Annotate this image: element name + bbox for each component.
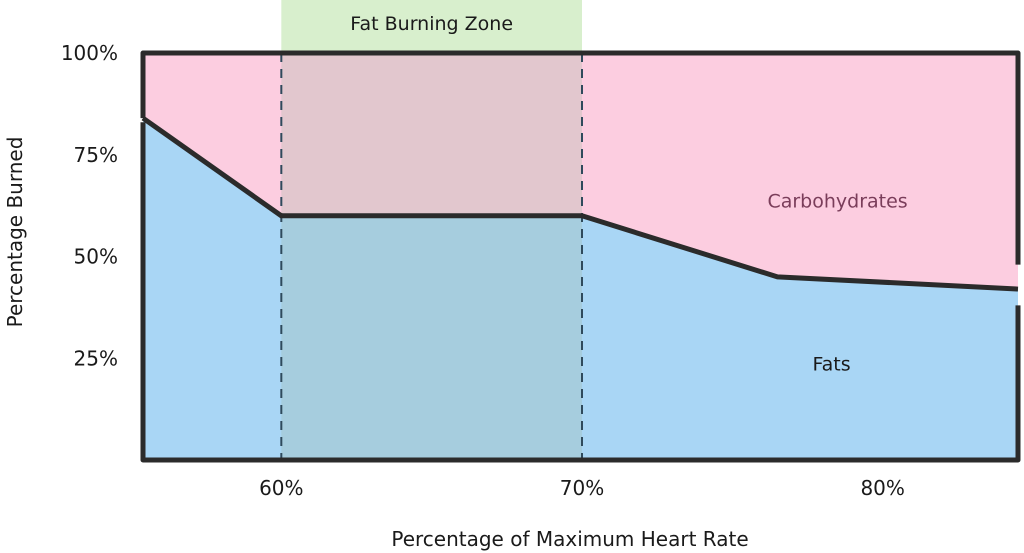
y-tick-label: 50%	[74, 245, 118, 269]
x-tick-label: 80%	[860, 476, 904, 500]
y-tick-label: 25%	[74, 346, 118, 370]
zone-header-band	[281, 0, 583, 53]
x-tick-label: 60%	[259, 476, 303, 500]
y-tick-label: 75%	[74, 143, 118, 167]
zone-label: Fat Burning Zone	[350, 13, 513, 35]
zone-overlay	[281, 53, 583, 460]
y-tick-label: 100%	[61, 41, 118, 65]
carbohydrates-label: Carbohydrates	[767, 191, 907, 213]
fats-outline	[140, 122, 1021, 463]
carbohydrates-outline	[140, 50, 1021, 265]
x-tick-label: 70%	[560, 476, 604, 500]
fats-boundary-line	[141, 116, 1019, 292]
x-axis-title: Percentage of Maximum Heart Rate	[391, 527, 748, 551]
y-axis-title: Percentage Burned	[3, 137, 27, 328]
carbohydrates-area	[143, 53, 1018, 290]
fats-label: Fats	[812, 353, 850, 375]
fats-area	[143, 118, 1018, 461]
